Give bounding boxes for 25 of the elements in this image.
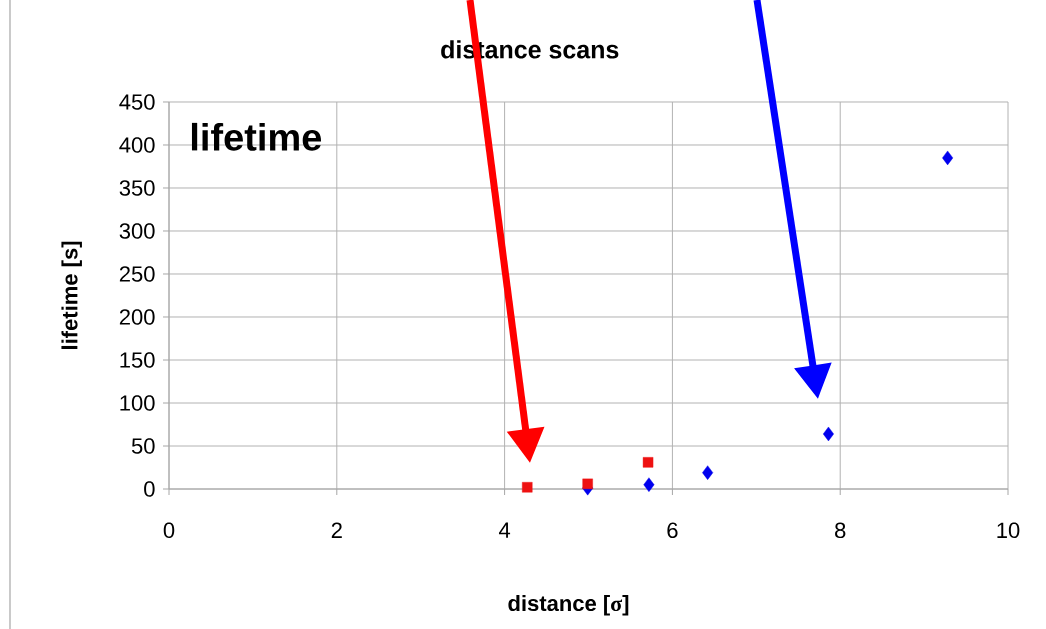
x-axis-title: distance [σ]: [508, 594, 629, 616]
y-tick-label: 100: [120, 395, 155, 411]
point: [522, 482, 533, 493]
y-axis-title: lifetime [s]: [61, 241, 82, 349]
point: [942, 150, 954, 166]
y-tick-label: 50: [131, 438, 155, 454]
y-tick-label: 0: [144, 481, 155, 497]
x-tick-label: 8: [835, 522, 846, 539]
x-tick-label: 10: [997, 522, 1020, 539]
y-tick-label: 250: [119, 266, 155, 282]
y-tick-label: 300: [119, 223, 155, 239]
y-tick-label: 150: [120, 352, 155, 368]
x-tick-label: 4: [498, 522, 511, 538]
point: [643, 477, 655, 492]
point: [582, 478, 593, 490]
y-tick-label: 450: [119, 94, 155, 110]
point: [642, 457, 654, 468]
x-tick-label: 0: [163, 522, 175, 539]
x-tick-label: 2: [331, 522, 342, 538]
x-tick-label: 6: [667, 522, 678, 539]
y-tick-label: 200: [119, 309, 155, 325]
y-tick-label: 350: [119, 180, 155, 196]
y-tick-label: 400: [119, 137, 155, 153]
point: [702, 465, 714, 480]
annotation: lifetime: [191, 122, 322, 151]
